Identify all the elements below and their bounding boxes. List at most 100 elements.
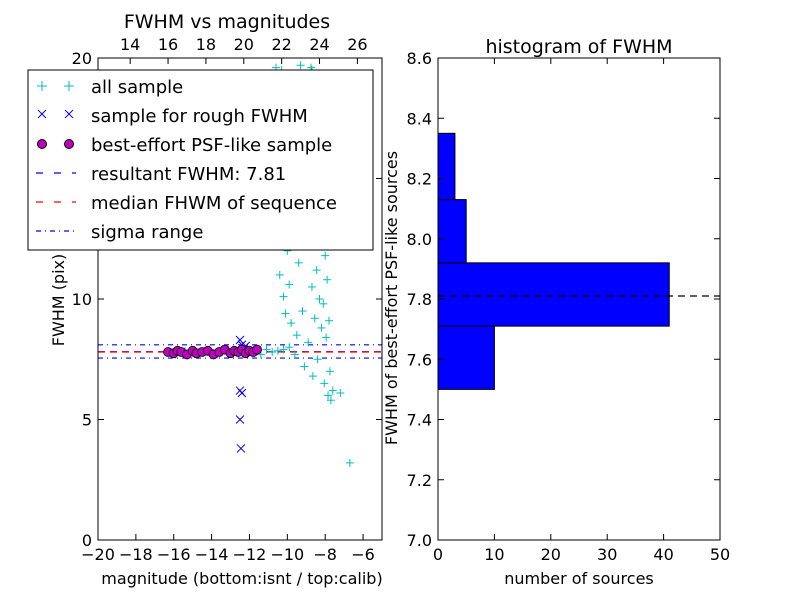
data-point-x	[237, 388, 247, 398]
data-point-plus	[279, 345, 288, 354]
data-point-plus	[312, 266, 321, 275]
data-point-plus	[324, 391, 333, 400]
data-point-plus	[292, 331, 301, 340]
data-point-plus	[321, 251, 330, 260]
data-point-plus	[273, 346, 282, 355]
top-tick-label: 14	[120, 35, 140, 54]
histogram-x-axis-label: number of sources	[504, 569, 654, 588]
legend-label: all sample	[91, 77, 183, 98]
legend-box	[27, 69, 374, 251]
y-tick-label: 8.2	[407, 170, 432, 189]
data-point-plus	[275, 270, 284, 279]
data-point-plus	[300, 362, 309, 371]
legend-label: sigma range	[91, 222, 203, 243]
data-point-plus	[328, 386, 337, 395]
histogram-y-axis-label: FWHM of best-effort PSF-like sources	[382, 151, 401, 445]
y-tick-label: 8.6	[407, 49, 432, 68]
x-tick-label: −10	[270, 545, 304, 564]
data-point-plus	[323, 275, 332, 284]
scatter-axes-frame	[97, 57, 383, 541]
data-point-plus	[285, 343, 294, 352]
top-tick-label: 16	[158, 35, 178, 54]
legend-marker-plus-icon	[37, 81, 74, 91]
legend-marker-circle-icon	[37, 139, 74, 149]
top-tick-label: 18	[196, 35, 216, 54]
data-point-plus	[262, 345, 271, 354]
legend-label: median FHWM of sequence	[91, 193, 337, 214]
x-tick-label: −12	[233, 545, 267, 564]
x-stroke	[235, 415, 245, 424]
data-point-plus	[317, 323, 326, 332]
x-stroke	[235, 335, 245, 345]
data-point-plus	[326, 396, 335, 405]
data-point-plus	[290, 350, 299, 359]
scatter-x-axis-label: magnitude (bottom:isnt / top:calib)	[101, 569, 382, 588]
x-tick-label: −8	[313, 545, 337, 564]
top-tick-label: 22	[271, 35, 291, 54]
data-point-plus	[268, 348, 277, 357]
x-stroke	[237, 388, 247, 398]
data-point-plus	[313, 355, 322, 364]
data-point-plus	[294, 258, 303, 267]
data-point-plus	[281, 309, 290, 318]
data-point-plus	[308, 372, 317, 381]
data-point-plus	[315, 295, 324, 303]
histogram-plot-area: 0 10 20 30 40 50 7.0 7.2 7.4 7.6 7.8 8.0 8.2 8.4 8.6	[407, 49, 731, 564]
data-point-plus	[345, 458, 354, 467]
data-point-x	[235, 415, 245, 424]
x-tick-label: 30	[597, 545, 617, 564]
legend-label: best-effort PSF-like sample	[91, 135, 332, 156]
legend-marker-x-icon	[37, 109, 74, 119]
y-tick-label: 7.0	[407, 531, 432, 550]
y-tick-label: 5	[82, 411, 92, 430]
x-tick-label: 50	[710, 545, 730, 564]
y-tick-label: 20	[72, 49, 92, 68]
scatter-title: FWHM vs magnitudes	[124, 11, 330, 33]
histogram-axes-frame	[437, 57, 721, 541]
histogram-title: histogram of FWHM	[485, 36, 672, 58]
scatter-panel: FWHM vs magnitudes −20 −18 −16 −14 −12 −10 −8−…	[49, 11, 383, 588]
y-tick-label: 7.6	[407, 350, 432, 369]
scatter-y-axis-label: FWHM (pix)	[49, 254, 68, 347]
x-tick-label: −6	[351, 545, 375, 564]
data-point-x	[236, 444, 246, 453]
data-point-plus	[310, 314, 319, 323]
legend-entry-sigma-range: sigma range	[36, 222, 203, 243]
data-point-plus	[322, 333, 331, 342]
histogram-bar	[437, 132, 456, 201]
data-point-plus	[287, 319, 296, 328]
data-point-plus	[304, 338, 313, 347]
legend: all sample sample for rough FWHM best-ef…	[27, 69, 374, 251]
x-tick-label: −20	[81, 545, 115, 564]
y-tick-label: 7.4	[407, 411, 432, 430]
legend-entry-resultant-fwhm: resultant FWHM: 7.81	[36, 164, 286, 185]
scatter-plot-area: −20−18−16−14−12−10−8−6051015201416182022…	[72, 35, 382, 564]
x-tick-label: 40	[653, 545, 673, 564]
y-tick-label: 10	[72, 290, 92, 309]
y-tick-label: 8.4	[407, 109, 432, 128]
legend-label: sample for rough FWHM	[91, 106, 308, 127]
top-tick-label: 20	[234, 35, 254, 54]
legend-entry-median-fwhm: median FHWM of sequence	[36, 193, 337, 214]
y-tick-label: 8.0	[407, 230, 432, 249]
histogram-bar	[437, 325, 495, 390]
y-tick-label: 0	[82, 531, 92, 550]
y-tick-label: 7.8	[407, 290, 432, 309]
data-point-plus	[285, 280, 294, 289]
legend-entry-rough-sample: sample for rough FWHM	[37, 106, 308, 127]
histogram-bar	[437, 262, 670, 327]
data-point-plus	[319, 299, 328, 308]
data-point-plus	[320, 379, 329, 388]
data-point-circle	[252, 344, 262, 355]
legend-entry-psf-sample: best-effort PSF-like sample	[37, 135, 332, 156]
data-point-plus	[296, 61, 305, 70]
x-tick-label: −14	[195, 545, 229, 564]
data-point-plus	[336, 388, 345, 397]
x-tick-label: 20	[541, 545, 561, 564]
top-tick-label: 26	[347, 35, 367, 54]
data-point-plus	[325, 367, 334, 376]
legend-entry-all-sample: all sample	[37, 77, 183, 98]
data-point-plus	[307, 282, 316, 291]
x-tick-label: 0	[433, 545, 443, 564]
